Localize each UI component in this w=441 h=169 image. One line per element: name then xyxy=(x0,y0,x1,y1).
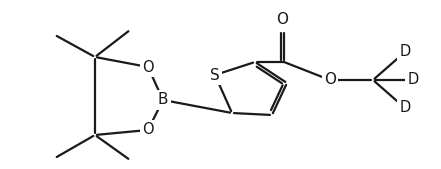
Text: S: S xyxy=(210,67,220,82)
Text: O: O xyxy=(142,123,154,138)
Text: O: O xyxy=(142,59,154,75)
Text: O: O xyxy=(277,13,288,28)
Text: D: D xyxy=(400,44,411,59)
Text: O: O xyxy=(324,73,336,88)
Text: D: D xyxy=(400,101,411,115)
Text: B: B xyxy=(158,92,168,107)
Text: D: D xyxy=(407,73,419,88)
